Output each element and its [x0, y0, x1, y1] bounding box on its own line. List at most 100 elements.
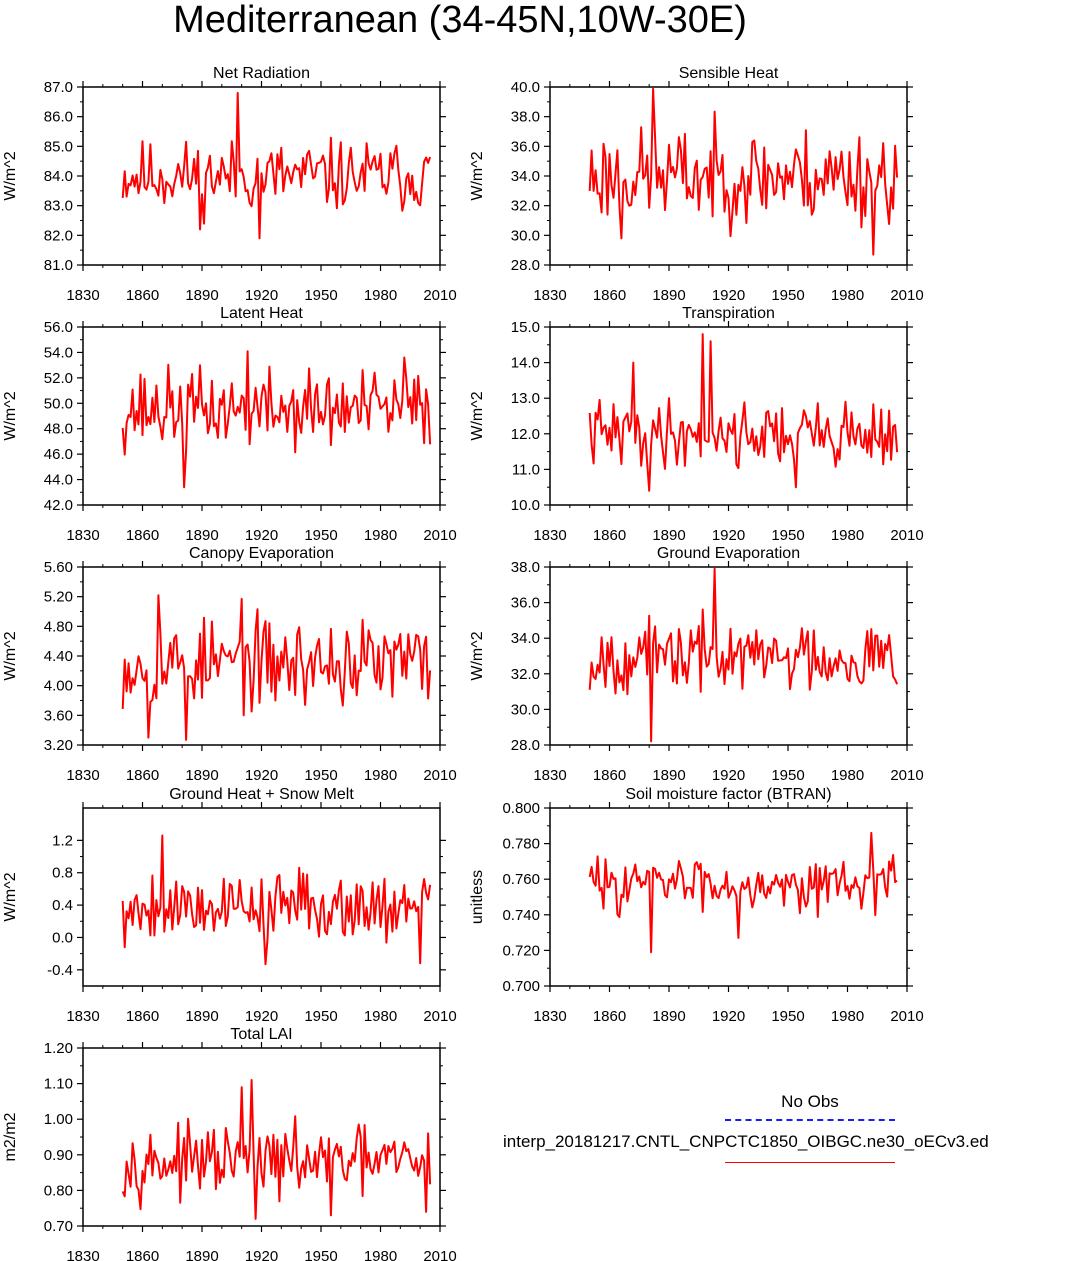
x-tick-label: 1980: [831, 287, 864, 304]
x-tick-label: 1920: [712, 527, 745, 544]
x-tick-label: 1830: [533, 287, 566, 304]
y-tick-label: 46.0: [44, 446, 73, 463]
y-axis-label: W/m^2: [2, 872, 19, 921]
x-tick-label: 1980: [831, 767, 864, 784]
x-tick-label: 1920: [245, 767, 278, 784]
x-tick-label: 1920: [712, 1008, 745, 1025]
chart-panel: Sensible Heat W/m^2 1830 1860 1890 1920 1950 19…: [469, 65, 924, 304]
chart-title: Sensible Heat: [679, 65, 779, 82]
series-line: [588, 831, 898, 954]
x-tick-label: 1950: [771, 1008, 804, 1025]
y-tick-label: 40.0: [511, 79, 540, 96]
x-tick-label: 1830: [533, 527, 566, 544]
y-tick-label: 34.0: [511, 168, 540, 185]
chart-panel: Total LAI m2/m2 1830 1860 1890 1920 1950 1980 20…: [2, 1026, 457, 1261]
x-tick-label: 1860: [126, 1008, 159, 1025]
x-tick-label: 1890: [652, 527, 685, 544]
x-tick-label: 2010: [423, 767, 456, 784]
chart-panel: Net Radiation W/m^2 1830 1860 1890 1920 1950 19…: [2, 65, 457, 304]
x-tick-label: 1980: [831, 1008, 864, 1025]
series-line: [588, 567, 899, 743]
x-tick-label: 1980: [364, 1008, 397, 1025]
y-tick-label: -0.4: [47, 962, 73, 979]
chart-title: Ground Heat + Snow Melt: [169, 786, 354, 803]
y-tick-label: 0.90: [44, 1147, 73, 1164]
y-tick-label: 84.0: [44, 168, 73, 185]
x-tick-label: 1830: [66, 527, 99, 544]
series-line: [121, 91, 432, 240]
y-tick-label: 0.720: [502, 942, 540, 959]
x-tick-label: 1890: [185, 527, 218, 544]
chart-title: Soil moisture factor (BTRAN): [625, 786, 831, 803]
y-tick-label: 52.0: [44, 370, 73, 387]
y-axis-label: W/m^2: [2, 391, 19, 440]
chart-panel: Ground Heat + Snow Melt W/m^2 1830 1860 1890…: [2, 786, 457, 1025]
y-tick-label: 34.0: [511, 630, 540, 647]
y-tick-label: 38.0: [511, 109, 540, 126]
x-tick-label: 1920: [712, 287, 745, 304]
y-tick-label: 28.0: [511, 737, 540, 754]
x-tick-label: 1920: [245, 527, 278, 544]
y-tick-label: 30.0: [511, 701, 540, 718]
x-tick-label: 1830: [66, 287, 99, 304]
y-tick-label: 0.760: [502, 871, 540, 888]
y-tick-label: 3.60: [44, 707, 73, 724]
y-tick-label: 0.780: [502, 836, 540, 853]
x-tick-label: 1860: [593, 287, 626, 304]
y-tick-label: 86.0: [44, 109, 73, 126]
chart-title: Canopy Evaporation: [189, 545, 334, 562]
x-tick-label: 1890: [185, 287, 218, 304]
y-tick-label: 87.0: [44, 79, 73, 96]
x-tick-label: 1950: [304, 287, 337, 304]
x-tick-label: 1830: [66, 1008, 99, 1025]
y-tick-label: 48.0: [44, 421, 73, 438]
y-tick-label: 4.00: [44, 678, 73, 695]
x-tick-label: 1950: [771, 527, 804, 544]
y-tick-label: 3.20: [44, 737, 73, 754]
page-title: Mediterranean (34-45N,10W-30E): [173, 0, 747, 41]
y-tick-label: 12.0: [511, 426, 540, 443]
x-tick-label: 2010: [423, 287, 456, 304]
series-line: [588, 333, 899, 492]
x-tick-label: 1830: [533, 1008, 566, 1025]
x-tick-label: 2010: [423, 527, 456, 544]
chart-title: Ground Evaporation: [657, 545, 800, 562]
x-tick-label: 1950: [304, 1248, 337, 1261]
y-tick-label: 5.60: [44, 559, 73, 576]
y-tick-label: 44.0: [44, 472, 73, 489]
y-tick-label: 50.0: [44, 395, 73, 412]
x-tick-label: 1890: [185, 1248, 218, 1261]
x-tick-label: 1890: [185, 767, 218, 784]
x-tick-label: 1890: [185, 1008, 218, 1025]
y-tick-label: 0.800: [502, 800, 540, 817]
x-tick-label: 1890: [652, 767, 685, 784]
x-tick-label: 2010: [890, 767, 923, 784]
x-tick-label: 2010: [890, 1008, 923, 1025]
y-axis-label: W/m^2: [469, 631, 486, 680]
x-tick-label: 1920: [245, 287, 278, 304]
y-tick-label: 0.70: [44, 1218, 73, 1235]
y-tick-label: 5.20: [44, 589, 73, 606]
x-tick-label: 1830: [66, 767, 99, 784]
y-axis-label: W/m^2: [469, 391, 486, 440]
x-tick-label: 1860: [126, 287, 159, 304]
x-tick-label: 1890: [652, 1008, 685, 1025]
x-tick-label: 1860: [593, 1008, 626, 1025]
y-tick-label: 30.0: [511, 227, 540, 244]
y-tick-label: 14.0: [511, 355, 540, 372]
plot-frame: [549, 326, 908, 506]
x-tick-label: 1950: [771, 287, 804, 304]
y-tick-label: 1.20: [44, 1040, 73, 1057]
y-tick-label: 83.0: [44, 198, 73, 215]
y-tick-label: 56.0: [44, 319, 73, 336]
series-line: [588, 87, 899, 256]
x-tick-label: 1980: [364, 1248, 397, 1261]
y-axis-label: unitless: [469, 870, 486, 924]
y-tick-label: 81.0: [44, 257, 73, 274]
x-tick-label: 1860: [593, 767, 626, 784]
series-line: [121, 1079, 432, 1220]
y-axis-label: m2/m2: [2, 1112, 19, 1161]
y-tick-label: 28.0: [511, 257, 540, 274]
x-tick-label: 1980: [364, 767, 397, 784]
